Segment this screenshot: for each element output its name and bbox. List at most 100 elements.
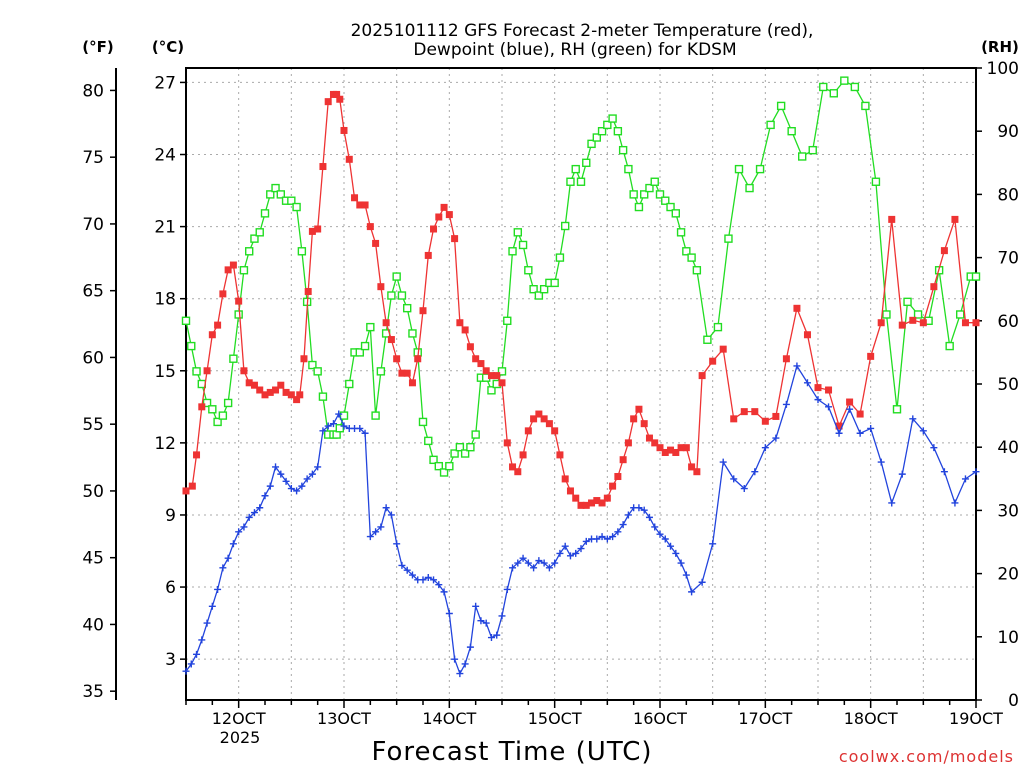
temperature-point — [361, 201, 369, 209]
rh-point — [956, 310, 965, 319]
temperature-point — [672, 448, 680, 456]
dewpoint-point — [229, 540, 237, 548]
rh-point — [755, 164, 765, 174]
rh-point — [313, 367, 322, 376]
rh-point — [566, 177, 575, 186]
dewpoint-point — [656, 530, 664, 538]
temperature-point — [445, 211, 453, 219]
x-tick-label: 14OCT — [422, 709, 476, 728]
rh-point — [234, 310, 243, 319]
temperature-point — [324, 98, 332, 106]
fahrenheit-tick-label: 50 — [82, 482, 104, 502]
rh-point — [734, 164, 744, 174]
dewpoint-point — [208, 602, 216, 610]
series-layer — [181, 76, 981, 678]
temperature-point — [588, 499, 596, 507]
credit-text: coolwx.com/models — [839, 747, 1014, 766]
temperature-point — [245, 379, 253, 387]
dewpoint-point — [235, 528, 243, 536]
dewpoint-point — [672, 549, 680, 557]
rh-point — [276, 190, 285, 199]
dewpoint-point — [430, 576, 438, 584]
dewpoint-point — [329, 420, 337, 428]
dewpoint-point — [340, 422, 348, 430]
temperature-point — [282, 388, 290, 396]
temperature-point — [877, 319, 885, 327]
rh-tick-label: 90 — [997, 122, 1019, 142]
dewpoint-point — [435, 581, 443, 589]
dewpoint-point — [772, 434, 780, 442]
temperature-point — [635, 405, 643, 413]
celsius-tick-label: 9 — [165, 506, 176, 526]
celsius-tick-label: 24 — [154, 146, 176, 166]
x-axis-title: Forecast Time (UTC) — [371, 737, 652, 767]
rh-point — [713, 322, 723, 332]
x-tick-label: 13OCT — [317, 709, 371, 728]
celsius-tick-label: 12 — [154, 434, 176, 454]
rh-series — [181, 76, 981, 477]
temperature-point — [304, 287, 312, 295]
temperature-point — [203, 367, 211, 375]
temperature-point — [345, 155, 353, 163]
dewpoint-point — [877, 458, 885, 466]
dewpoint-point — [619, 521, 627, 529]
dewpoint-point — [688, 588, 696, 596]
dewpoint-point — [277, 470, 285, 478]
rh-point — [392, 272, 401, 281]
rh-point — [645, 183, 654, 193]
dewpoint-point — [198, 636, 206, 644]
temperature-point — [556, 451, 564, 459]
celsius-tick-label: 3 — [165, 650, 176, 670]
temperature-point — [419, 307, 427, 315]
dewpoint-point — [909, 415, 917, 423]
rh-point — [445, 461, 454, 471]
rh-point — [229, 354, 238, 363]
dewpoint-point — [803, 379, 811, 387]
dewpoint-point — [187, 660, 195, 668]
temperature-point — [456, 319, 464, 327]
rh-point — [618, 145, 628, 155]
rh-point — [308, 360, 317, 370]
rh-point — [629, 190, 638, 199]
dewpoint-point — [761, 444, 769, 452]
temperature-point — [377, 283, 385, 291]
temperature-point — [296, 391, 304, 399]
temperature-point — [182, 487, 190, 495]
dewpoint-point — [930, 444, 938, 452]
rh-point — [429, 455, 438, 465]
dewpoint-point — [293, 487, 301, 495]
dewpoint-point — [514, 559, 522, 567]
dewpoint-point — [698, 578, 706, 586]
dewpoint-point — [219, 564, 227, 572]
rh-point — [913, 310, 923, 319]
temperature-point — [193, 451, 201, 459]
temperature-point — [846, 398, 854, 406]
temperature-point — [698, 372, 706, 380]
temperature-point — [719, 345, 727, 353]
temperature-point — [930, 283, 938, 291]
dewpoint-point — [509, 564, 517, 572]
temperature-point — [972, 319, 980, 327]
temperature-point — [435, 213, 443, 221]
rh-point — [218, 411, 228, 420]
dewpoint-point — [240, 523, 248, 531]
dewpoint-point — [193, 650, 201, 658]
fahrenheit-tick-label: 70 — [82, 215, 104, 235]
rh-point — [576, 177, 586, 186]
rh-point — [455, 443, 465, 452]
temperature-point — [682, 444, 690, 452]
temperature-point — [340, 126, 348, 134]
dewpoint-point — [603, 535, 611, 543]
dewpoint-point — [245, 513, 253, 521]
temperature-point — [514, 468, 522, 476]
temperature-point — [477, 360, 485, 368]
dewpoint-point — [287, 485, 295, 493]
rh-point — [403, 303, 412, 313]
dewpoint-point — [250, 509, 258, 517]
temperature-point — [530, 415, 538, 423]
temperature-point — [224, 266, 232, 274]
temperature-point — [540, 415, 548, 423]
temperature-point — [656, 444, 664, 452]
